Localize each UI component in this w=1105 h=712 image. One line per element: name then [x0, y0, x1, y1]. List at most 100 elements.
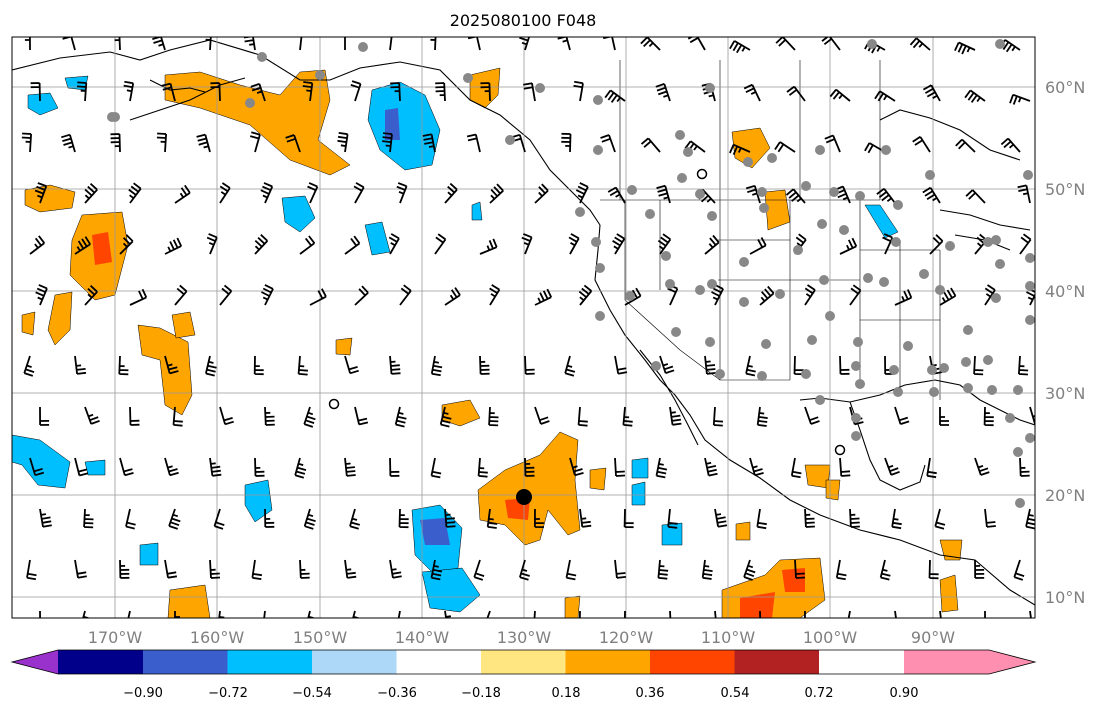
- station-dot: [705, 337, 715, 347]
- station-dot: [903, 341, 913, 351]
- wind-barb: [847, 610, 851, 618]
- wind-barb: [466, 133, 481, 153]
- wind-barb: [578, 610, 581, 618]
- wind-barb: [821, 37, 841, 51]
- station-dot: [881, 145, 891, 155]
- wind-barb: [477, 457, 488, 478]
- wind-barb: [939, 287, 957, 306]
- wind-barb: [479, 355, 490, 375]
- station-dot: [593, 145, 603, 155]
- wind-barb: [745, 355, 756, 377]
- wind-barb: [534, 183, 549, 204]
- wind-barb: [519, 559, 530, 581]
- wind-barb: [1018, 355, 1029, 376]
- wind-barb: [30, 82, 41, 102]
- wind-barb: [389, 37, 393, 51]
- wind-barb: [299, 37, 303, 51]
- station-dot: [645, 209, 655, 219]
- station-dot: [257, 52, 267, 62]
- wind-barb: [922, 186, 941, 204]
- station-dot: [879, 277, 889, 287]
- wind-barb: [390, 82, 401, 102]
- wind-barb: [285, 134, 301, 153]
- station-dot: [819, 275, 829, 285]
- colorbar-segment: [650, 650, 735, 674]
- wind-barb: [243, 37, 256, 51]
- station-dot: [929, 387, 939, 397]
- wind-barb: [955, 138, 976, 153]
- station-dot: [775, 289, 785, 299]
- station-dot: [591, 237, 601, 247]
- wind-barb: [127, 610, 131, 618]
- wind-barb: [174, 184, 191, 204]
- wind-barb: [435, 82, 446, 102]
- station-dot: [1023, 170, 1033, 180]
- wind-barb: [729, 40, 751, 54]
- wind-barb: [39, 508, 52, 528]
- wind-barb: [775, 37, 796, 51]
- station-dot: [801, 181, 811, 191]
- wind-barb: [119, 234, 134, 255]
- station-dot: [983, 355, 993, 365]
- wind-barb: [394, 406, 407, 428]
- wind-barb: [303, 508, 316, 530]
- wind-barb: [684, 140, 706, 153]
- wind-barb: [704, 457, 718, 477]
- wind-barb: [344, 355, 359, 375]
- wind-barb: [612, 233, 626, 255]
- wind-barb: [219, 284, 233, 306]
- wind-barb: [834, 185, 851, 204]
- wind-barb: [655, 457, 668, 479]
- station-dot: [739, 257, 749, 267]
- lon-label: 150°W: [293, 628, 348, 647]
- wind-barb: [577, 406, 588, 427]
- wind-barb: [354, 285, 369, 306]
- wind-barb: [353, 182, 365, 204]
- wind-barb: [1009, 93, 1031, 105]
- station-dot: [1013, 447, 1023, 457]
- wind-barb: [205, 355, 217, 377]
- colorbar-segment: [481, 650, 566, 674]
- wind-barb: [164, 457, 179, 477]
- wind-barb: [389, 559, 402, 579]
- wind-barb: [350, 80, 362, 102]
- wind-barb: [1013, 559, 1025, 581]
- wind-barb: [344, 37, 346, 50]
- wind-barb: [206, 233, 218, 255]
- station-dot: [945, 241, 955, 251]
- wind-barb: [640, 137, 661, 153]
- wind-barb: [398, 508, 409, 529]
- wind-barb: [534, 508, 544, 528]
- wind-barb: [622, 406, 633, 427]
- wind-barb: [743, 83, 761, 102]
- wind-barb: [974, 559, 985, 579]
- wind-barb: [534, 288, 553, 306]
- station-dot: [767, 153, 777, 163]
- wind-barb: [655, 83, 671, 102]
- wind-barb: [879, 559, 891, 581]
- wind-barb: [745, 184, 761, 204]
- wind-barb: [804, 508, 815, 528]
- wind-barb: [260, 284, 274, 306]
- wind-barb: [74, 559, 87, 579]
- wind-barb: [687, 37, 706, 51]
- wind-barb: [444, 508, 456, 528]
- colorbar-segment: [565, 650, 650, 674]
- station-dot: [825, 311, 835, 321]
- wind-barb: [444, 287, 461, 306]
- lon-label: 100°W: [803, 628, 858, 647]
- station-dot: [595, 311, 605, 321]
- station-dot: [677, 173, 687, 183]
- station-dot: [961, 357, 971, 367]
- station-dot: [839, 225, 849, 235]
- station-dot: [707, 279, 717, 289]
- wind-barb: [557, 37, 571, 51]
- wind-barb: [303, 406, 316, 428]
- wind-barb: [430, 457, 442, 479]
- wind-barb: [430, 37, 437, 51]
- wind-barb: [344, 235, 361, 255]
- wind-barb: [399, 284, 412, 306]
- station-dot: [815, 395, 825, 405]
- station-dot: [855, 191, 865, 201]
- station-dot: [987, 385, 997, 395]
